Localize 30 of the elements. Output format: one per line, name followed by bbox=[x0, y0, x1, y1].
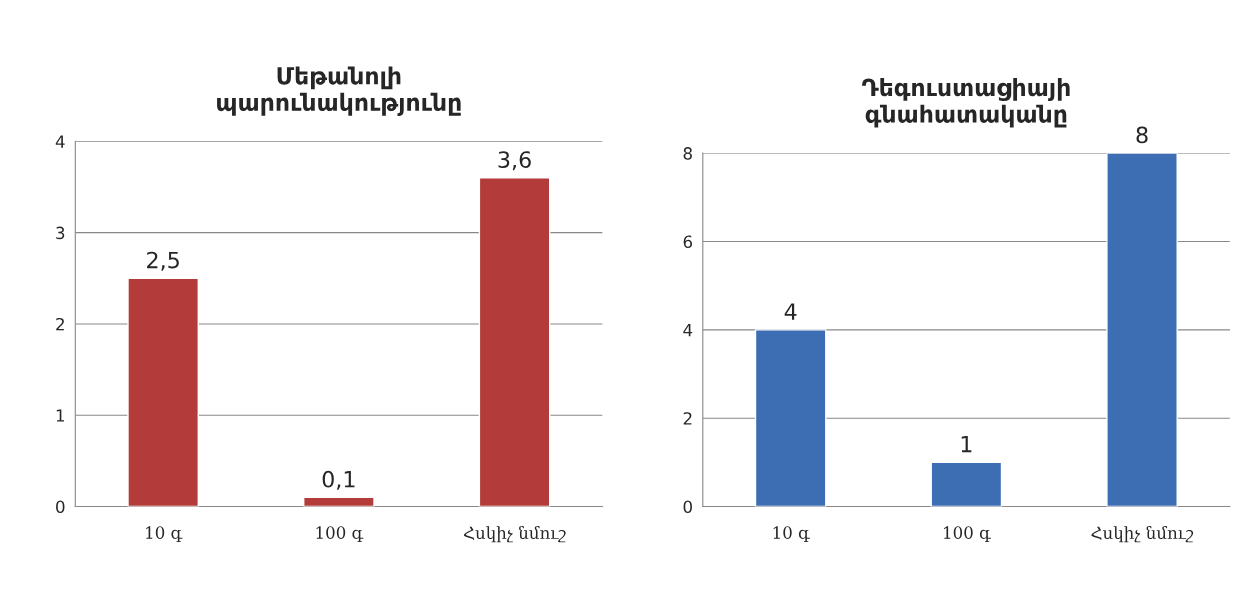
y-tick-label: 4 bbox=[683, 324, 693, 337]
x-tick-label: Հսկիչ նմուշ bbox=[1091, 525, 1194, 543]
chart-title: Դեգուստացիայի գնահատականը bbox=[861, 78, 1070, 128]
bar bbox=[478, 177, 551, 507]
bar bbox=[1106, 153, 1178, 507]
y-tick-label: 8 bbox=[683, 147, 692, 160]
bar bbox=[303, 496, 375, 507]
bar bbox=[754, 329, 827, 507]
y-tick-label: 2 bbox=[56, 317, 64, 331]
data-label: 4 bbox=[784, 303, 797, 320]
x-tick-label: 100 գ bbox=[316, 526, 364, 543]
y-tick-label: 6 bbox=[683, 235, 693, 249]
y-tick-label: 2 bbox=[683, 412, 692, 425]
data-label: 2,5 bbox=[147, 251, 179, 271]
data-label: 8 bbox=[1136, 126, 1148, 144]
data-label: 0,1 bbox=[322, 470, 355, 490]
x-tick-label: 10 գ bbox=[773, 526, 810, 543]
data-label: 3,6 bbox=[498, 151, 531, 171]
y-tick-label: 0 bbox=[56, 500, 65, 514]
y-tick-label: 4 bbox=[55, 135, 65, 148]
data-label: 1 bbox=[961, 435, 972, 453]
y-tick-label: 3 bbox=[56, 226, 65, 240]
x-tick-label: 100 գ bbox=[944, 526, 991, 543]
y-tick-label: 0 bbox=[683, 500, 692, 514]
x-tick-label: 10 գ bbox=[146, 526, 183, 543]
x-tick-label: Հսկիչ նմուշ bbox=[463, 525, 566, 543]
chart-title: Մեթանոլի պարունակությունը bbox=[217, 66, 461, 116]
bar bbox=[127, 277, 199, 507]
bar bbox=[930, 461, 1003, 507]
y-tick-label: 1 bbox=[56, 409, 65, 422]
